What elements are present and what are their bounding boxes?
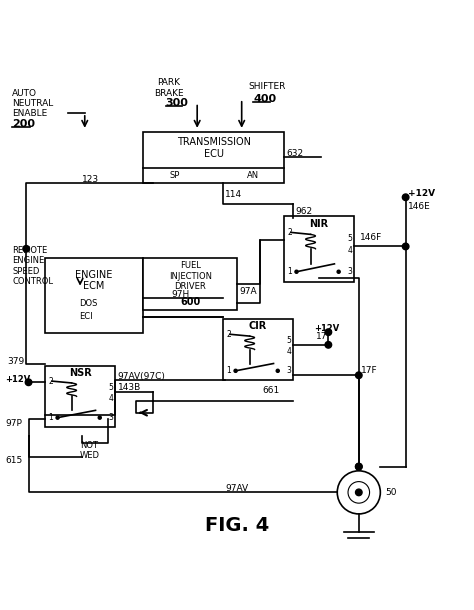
Text: 114: 114 bbox=[225, 190, 242, 199]
Circle shape bbox=[23, 245, 29, 252]
Text: 97AV(97C): 97AV(97C) bbox=[118, 371, 165, 381]
Circle shape bbox=[356, 464, 362, 470]
Text: +12V: +12V bbox=[314, 324, 339, 333]
Text: AN: AN bbox=[247, 171, 259, 180]
Text: 4: 4 bbox=[347, 246, 352, 255]
Text: 97A: 97A bbox=[239, 287, 257, 296]
Circle shape bbox=[348, 482, 370, 503]
Circle shape bbox=[234, 369, 237, 372]
Circle shape bbox=[325, 342, 332, 348]
Circle shape bbox=[356, 464, 362, 470]
Circle shape bbox=[295, 270, 298, 273]
Circle shape bbox=[25, 379, 32, 386]
Text: +12V: +12V bbox=[408, 189, 435, 198]
Text: 3: 3 bbox=[109, 413, 113, 422]
Circle shape bbox=[402, 243, 409, 249]
Circle shape bbox=[402, 194, 409, 201]
Text: 379: 379 bbox=[8, 357, 25, 366]
Bar bbox=[143, 132, 284, 183]
Text: FIG. 4: FIG. 4 bbox=[205, 515, 269, 535]
Text: 300: 300 bbox=[166, 98, 189, 107]
Text: SP: SP bbox=[169, 171, 180, 180]
Text: NIR: NIR bbox=[310, 219, 328, 229]
Text: 1: 1 bbox=[227, 367, 231, 375]
Text: ENGINE
ECM: ENGINE ECM bbox=[75, 270, 113, 292]
Bar bbox=[284, 216, 354, 282]
Text: 1: 1 bbox=[49, 413, 54, 422]
Text: 123: 123 bbox=[82, 175, 100, 184]
Bar bbox=[45, 366, 115, 427]
Text: NOT
WED: NOT WED bbox=[80, 440, 100, 460]
Text: 615: 615 bbox=[5, 456, 22, 465]
Text: 3: 3 bbox=[347, 267, 352, 276]
Text: 17F: 17F bbox=[361, 366, 378, 375]
Text: ECI: ECI bbox=[79, 312, 93, 321]
Text: +12V: +12V bbox=[5, 375, 30, 384]
Text: 962: 962 bbox=[296, 207, 313, 216]
Text: 632: 632 bbox=[286, 149, 303, 158]
Text: 143B: 143B bbox=[118, 384, 141, 392]
Circle shape bbox=[98, 416, 101, 419]
Text: 600: 600 bbox=[180, 297, 201, 307]
Text: 5: 5 bbox=[109, 382, 113, 392]
Text: 2: 2 bbox=[49, 376, 54, 386]
Circle shape bbox=[337, 270, 340, 273]
Text: SHIFTER: SHIFTER bbox=[249, 82, 286, 92]
Text: 200: 200 bbox=[12, 119, 35, 129]
Text: 17: 17 bbox=[316, 332, 327, 342]
Text: 400: 400 bbox=[254, 94, 276, 104]
Text: 3: 3 bbox=[286, 367, 292, 375]
Text: 97H: 97H bbox=[172, 290, 190, 299]
Circle shape bbox=[356, 372, 362, 379]
Text: 4: 4 bbox=[109, 393, 113, 403]
Circle shape bbox=[356, 489, 362, 496]
Bar bbox=[223, 319, 293, 380]
Bar bbox=[143, 258, 237, 310]
Circle shape bbox=[56, 416, 59, 419]
Text: TRANSMISSION
ECU: TRANSMISSION ECU bbox=[177, 137, 251, 159]
Text: 2: 2 bbox=[227, 330, 231, 339]
Text: 2: 2 bbox=[288, 228, 292, 237]
Text: 4: 4 bbox=[286, 347, 292, 356]
Text: REMOTE
ENGINE
SPEED
CONTROL: REMOTE ENGINE SPEED CONTROL bbox=[12, 246, 53, 286]
Text: 1: 1 bbox=[288, 267, 292, 276]
Text: CIR: CIR bbox=[249, 321, 267, 331]
Text: FUEL
INJECTION
DRIVER: FUEL INJECTION DRIVER bbox=[169, 261, 212, 291]
Text: AUTO
NEUTRAL
ENABLE: AUTO NEUTRAL ENABLE bbox=[12, 88, 54, 118]
Circle shape bbox=[325, 329, 332, 336]
Text: 146E: 146E bbox=[409, 202, 431, 211]
Bar bbox=[45, 258, 143, 333]
Text: 97P: 97P bbox=[5, 418, 22, 428]
Text: 146F: 146F bbox=[360, 232, 382, 242]
Text: PARK
BRAKE: PARK BRAKE bbox=[154, 79, 184, 98]
Text: NSR: NSR bbox=[69, 368, 91, 378]
Text: 50: 50 bbox=[385, 488, 397, 497]
Text: 5: 5 bbox=[286, 336, 292, 345]
Circle shape bbox=[276, 369, 279, 372]
Text: 661: 661 bbox=[263, 386, 280, 395]
Text: 5: 5 bbox=[347, 234, 352, 243]
Text: 97AV: 97AV bbox=[226, 484, 248, 493]
Text: DOS: DOS bbox=[79, 299, 98, 307]
Circle shape bbox=[337, 471, 380, 514]
